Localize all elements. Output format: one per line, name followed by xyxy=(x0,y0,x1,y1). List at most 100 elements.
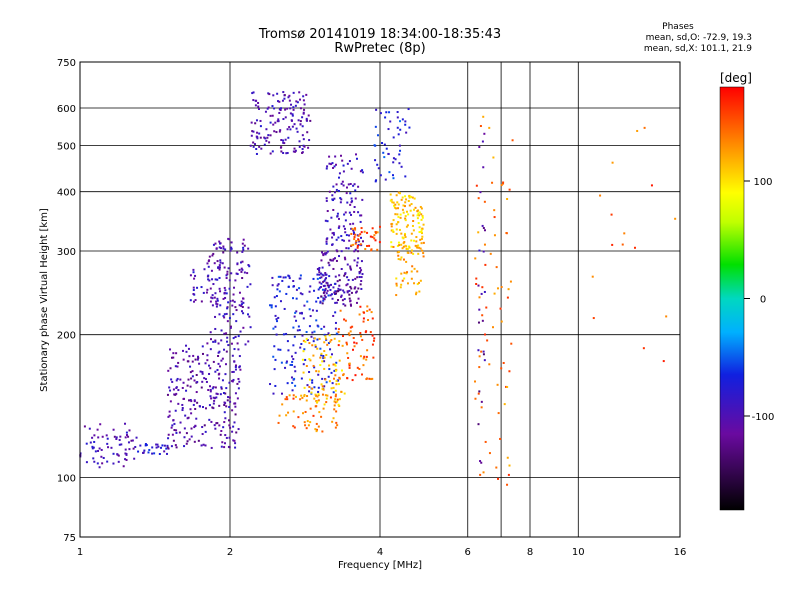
echo-point xyxy=(247,313,250,316)
echo-point xyxy=(332,185,335,188)
echo-point xyxy=(144,444,147,447)
echo-point xyxy=(377,167,380,170)
echo-point xyxy=(421,249,424,252)
echo-point xyxy=(286,151,289,154)
echo-point xyxy=(353,341,356,344)
echo-point xyxy=(231,430,234,433)
echo-point xyxy=(318,269,321,272)
echo-point xyxy=(226,320,229,323)
echo-point xyxy=(363,355,366,358)
echo-point xyxy=(232,313,235,316)
echo-point xyxy=(214,242,217,245)
echo-point xyxy=(219,433,222,436)
echo-point xyxy=(277,348,280,351)
echo-point xyxy=(331,236,334,239)
echo-point xyxy=(303,421,306,424)
echo-point xyxy=(303,304,306,307)
echo-point xyxy=(484,440,487,443)
echo-point xyxy=(206,342,209,345)
echo-point xyxy=(204,362,207,365)
echo-point xyxy=(223,266,226,269)
echo-point xyxy=(206,262,209,265)
echo-point xyxy=(371,317,374,320)
echo-point xyxy=(215,422,218,425)
echo-point xyxy=(171,356,174,359)
echo-point xyxy=(411,196,414,199)
echo-point xyxy=(320,383,323,386)
echo-point xyxy=(242,301,245,304)
echo-point xyxy=(231,304,234,307)
echo-point xyxy=(334,290,337,293)
echo-point xyxy=(310,391,313,394)
echo-point xyxy=(88,427,91,430)
echo-point xyxy=(321,385,324,388)
echo-point xyxy=(175,446,178,449)
echo-point xyxy=(282,139,285,142)
echo-point xyxy=(143,449,146,452)
echo-point xyxy=(482,353,485,356)
echo-point xyxy=(378,225,381,228)
echo-point xyxy=(173,422,176,425)
echo-point xyxy=(323,325,326,328)
echo-point xyxy=(189,398,192,401)
echo-point xyxy=(392,201,395,204)
echo-point xyxy=(396,116,399,119)
echo-point xyxy=(273,345,276,348)
echo-point xyxy=(368,244,371,247)
echo-point xyxy=(287,349,290,352)
echo-point xyxy=(282,118,285,121)
echo-point xyxy=(474,257,477,260)
echo-point xyxy=(359,283,362,286)
echo-point xyxy=(223,292,226,295)
echo-point xyxy=(246,272,249,275)
echo-point xyxy=(497,477,500,480)
echo-point xyxy=(226,399,229,402)
echo-point xyxy=(110,446,113,449)
echo-point xyxy=(231,299,234,302)
echo-point xyxy=(353,250,356,253)
echo-point xyxy=(399,213,402,216)
echo-point xyxy=(404,232,407,235)
echo-point xyxy=(204,378,207,381)
echo-point xyxy=(320,276,323,279)
echo-point xyxy=(376,231,379,234)
echo-point xyxy=(214,340,217,343)
echo-point xyxy=(398,228,401,231)
echo-point xyxy=(502,182,505,185)
echo-point xyxy=(495,266,498,269)
echo-point xyxy=(221,441,224,444)
echo-point xyxy=(394,213,397,216)
echo-point xyxy=(218,313,221,316)
echo-point xyxy=(316,395,319,398)
echo-point xyxy=(313,386,316,389)
echo-point xyxy=(507,473,510,476)
echo-point xyxy=(320,415,323,418)
echo-point xyxy=(301,293,304,296)
echo-point xyxy=(420,242,423,245)
echo-point xyxy=(241,277,244,280)
echo-point xyxy=(328,334,331,337)
echo-point xyxy=(315,370,318,373)
echo-point xyxy=(358,276,361,279)
echo-point xyxy=(332,166,335,169)
echo-point xyxy=(276,92,279,95)
echo-point xyxy=(165,452,168,455)
echo-point xyxy=(325,277,328,280)
echo-point xyxy=(172,352,175,355)
echo-point xyxy=(399,286,402,289)
echo-point xyxy=(334,301,337,304)
echo-point xyxy=(396,111,399,114)
stats-heading: Phases xyxy=(662,22,694,32)
echo-point xyxy=(305,93,308,96)
echo-point xyxy=(124,448,127,451)
echo-point xyxy=(168,386,171,389)
echo-point xyxy=(216,278,219,281)
echo-point xyxy=(401,196,404,199)
echo-point xyxy=(325,167,328,170)
echo-point xyxy=(222,315,225,318)
echo-point xyxy=(215,302,218,305)
echo-point xyxy=(350,213,353,216)
echo-point xyxy=(317,386,320,389)
echo-point xyxy=(317,425,320,428)
echo-point xyxy=(484,333,487,336)
